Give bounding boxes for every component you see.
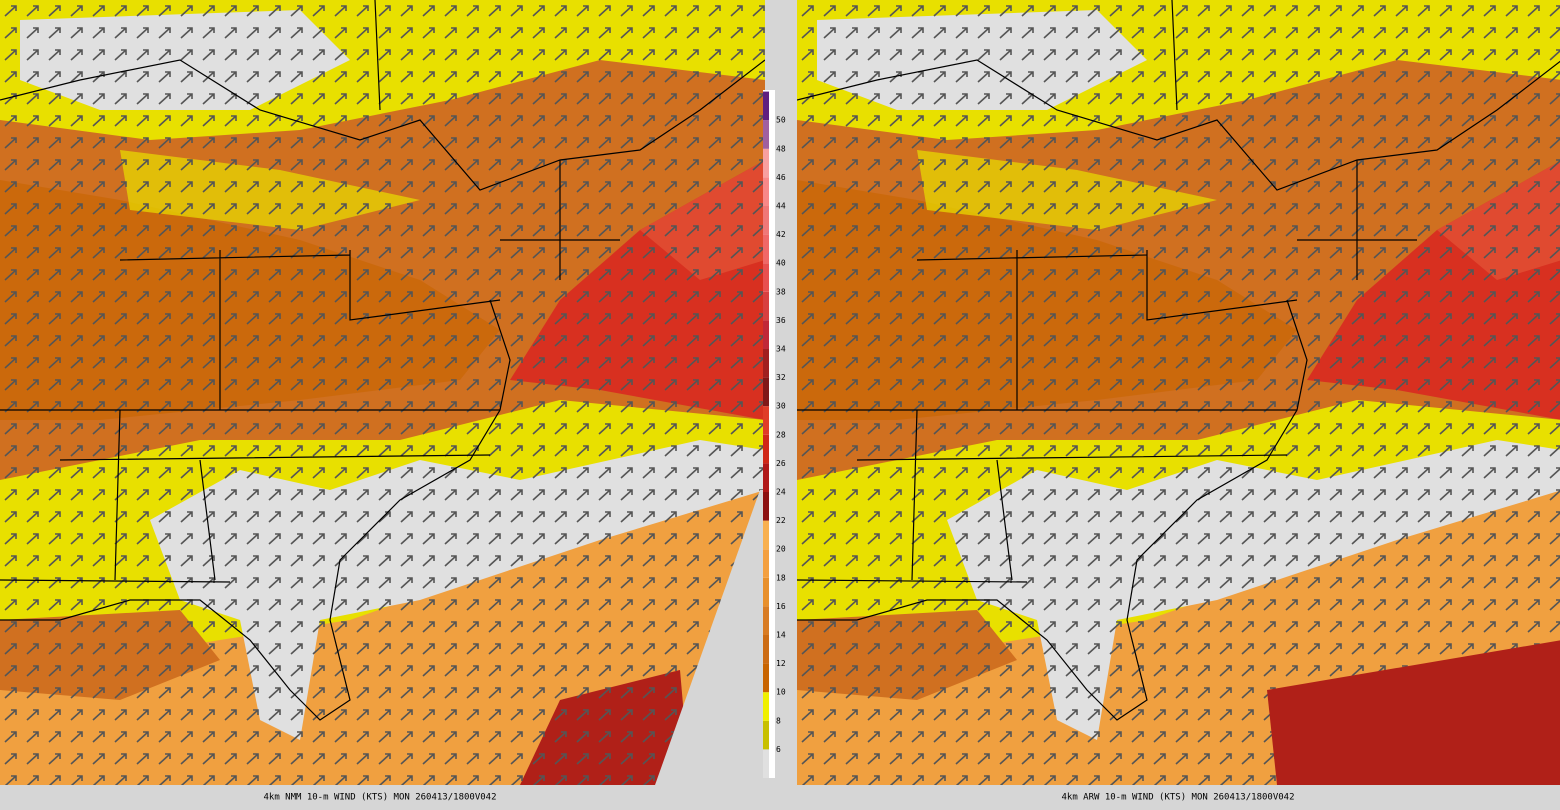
colorbar-segment [763, 663, 769, 693]
colorbar-segment [763, 749, 769, 778]
colorbar-segment [763, 177, 769, 206]
colorbar-label: 16 [776, 602, 786, 611]
colorbar-label: 48 [776, 144, 786, 153]
colorbar-segment [763, 120, 769, 149]
colorbar-label: 30 [776, 402, 786, 411]
colorbar-label: 38 [776, 287, 786, 296]
colorbar-segment [763, 463, 769, 492]
colorbar-label: 40 [776, 259, 786, 268]
colorbar-segment [763, 692, 769, 721]
left-panel [0, 0, 765, 785]
colorbar-label: 24 [776, 488, 786, 497]
colorbar-label: 50 [776, 116, 786, 125]
colorbar-segment [763, 263, 769, 292]
colorbar-label: 46 [776, 173, 786, 182]
colorbar-segment [763, 577, 769, 607]
colorbar-segment [763, 434, 769, 464]
colorbar-segment [763, 91, 769, 121]
colorbar-label: 8 [776, 716, 781, 725]
colorbar-label: 28 [776, 430, 786, 439]
colorbar-label: 14 [776, 631, 786, 640]
colorbar-label: 34 [776, 345, 786, 354]
colorbar-segment [763, 635, 769, 664]
colorbar-label: 10 [776, 688, 786, 697]
colorbar-label: 20 [776, 545, 786, 554]
colorbar-segment [763, 206, 769, 235]
colorbar: 6 8 10 12 14 16 18 20 22 24 26 28 30 32 34 36 38 40 42 44 46… [763, 91, 786, 778]
right-panel [797, 0, 1560, 785]
colorbar-segment [763, 406, 769, 435]
colorbar-label: 36 [776, 316, 786, 325]
colorbar-segment [763, 720, 769, 750]
colorbar-segment [763, 320, 769, 349]
panel-caption: 4km NMM 10-m WIND (KTS) MON 260413/1800V… [264, 793, 497, 803]
colorbar-label: 42 [776, 230, 786, 239]
colorbar-segment [763, 606, 769, 635]
colorbar-segment [763, 234, 769, 264]
colorbar-segment [763, 377, 769, 407]
colorbar-label: 22 [776, 516, 786, 525]
colorbar-segment [763, 349, 769, 378]
colorbar-label: 6 [776, 745, 781, 754]
colorbar-label: 44 [776, 202, 786, 211]
colorbar-label: 12 [776, 659, 786, 668]
colorbar-segment [763, 549, 769, 578]
colorbar-label: 18 [776, 573, 786, 582]
panel-caption: 4km ARW 10-m WIND (KTS) MON 260413/1800V… [1062, 793, 1295, 803]
colorbar-segment [763, 148, 769, 178]
colorbar-label: 32 [776, 373, 786, 382]
colorbar-label: 26 [776, 459, 786, 468]
colorbar-segment [763, 520, 769, 550]
colorbar-segment [763, 492, 769, 521]
colorbar-segment [763, 291, 769, 321]
